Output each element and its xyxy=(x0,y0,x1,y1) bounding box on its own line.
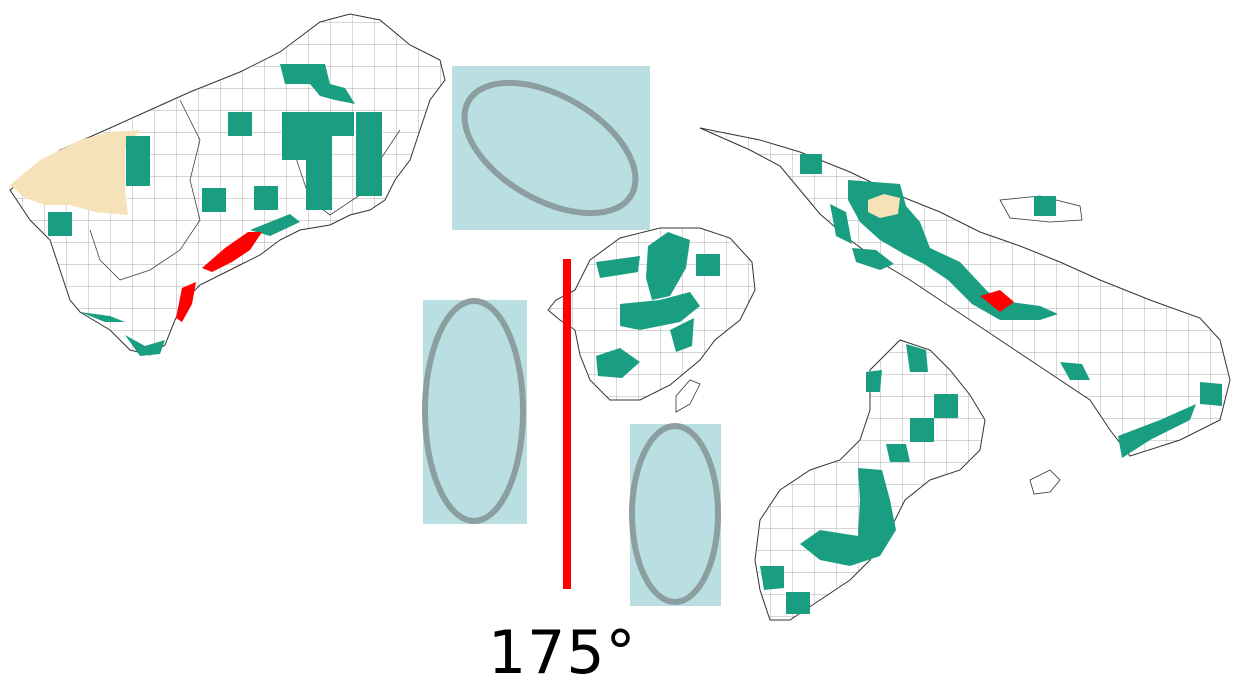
small-island xyxy=(1029,469,1061,495)
ellipse-right xyxy=(629,423,721,605)
ellipse-left xyxy=(422,298,526,524)
right-landmass-upper xyxy=(699,127,1231,458)
ellipse-top xyxy=(461,79,639,217)
sand-region-right xyxy=(868,194,900,218)
red-region-right xyxy=(980,290,1014,312)
green-cells-right-lower xyxy=(760,344,958,614)
meridian-label: 175° xyxy=(488,618,637,688)
overlay-box-left xyxy=(422,298,527,524)
overlay-box-top xyxy=(452,66,650,230)
overlay-box-right xyxy=(629,423,721,606)
sand-region-left xyxy=(10,130,140,215)
green-cells-left xyxy=(48,64,382,356)
meridian-line xyxy=(563,259,571,589)
center-landmass xyxy=(547,227,756,413)
right-landmass-lower xyxy=(754,339,986,621)
green-cells-right-upper xyxy=(800,154,1222,458)
left-landmass xyxy=(9,13,446,356)
red-strip-left xyxy=(176,232,262,322)
green-cells-center xyxy=(596,232,720,378)
